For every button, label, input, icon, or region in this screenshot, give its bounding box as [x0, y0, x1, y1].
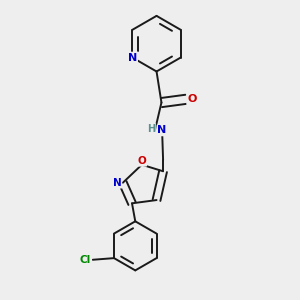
Text: N: N: [112, 178, 121, 188]
Text: O: O: [137, 156, 146, 166]
Text: N: N: [128, 52, 137, 63]
Text: O: O: [187, 94, 196, 104]
Text: N: N: [158, 125, 167, 135]
Text: Cl: Cl: [80, 255, 91, 265]
Text: H: H: [147, 124, 155, 134]
